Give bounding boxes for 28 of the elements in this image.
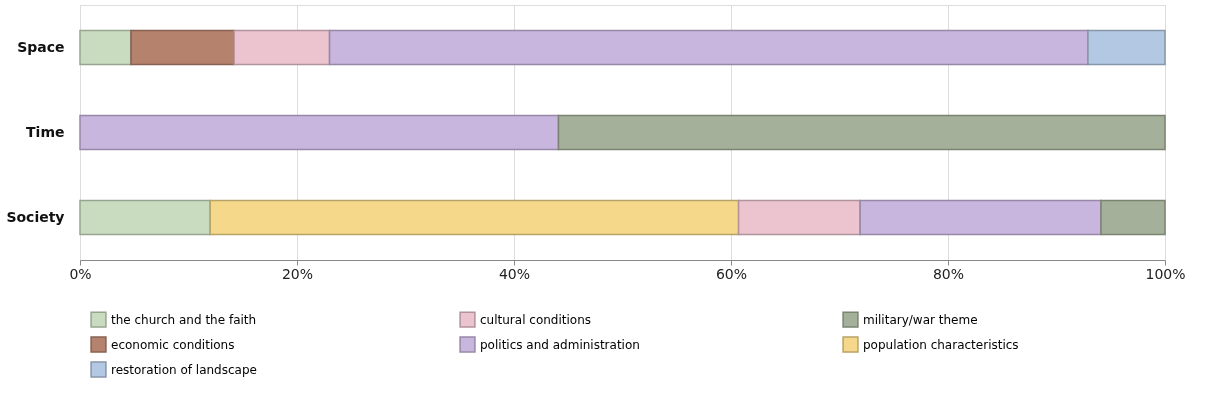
x-tick-label: 80% [932,265,965,282]
legend-label: military/war theme [863,312,978,327]
bar [859,199,1102,236]
bar [209,199,740,236]
bar [79,199,211,236]
bar [1100,199,1166,236]
bar [328,29,1089,66]
bar [130,29,235,66]
legend-label: politics and administration [480,337,640,352]
y-tick-label: Society [6,208,65,225]
legend-label: restoration of landscape [111,362,257,377]
legend-label: the church and the faith [111,312,257,327]
bar [79,29,132,66]
bar [737,199,861,236]
y-tick-label: Space [17,38,65,55]
legend-label: population characteristics [863,337,1019,352]
y-tick-label: Time [26,123,65,140]
legend-label: economic conditions [111,337,235,352]
x-tick-label: 0% [69,265,92,282]
x-tick-label: 40% [498,265,531,282]
bar [79,114,560,151]
bar [557,114,1166,151]
x-tick-label: 100% [1145,265,1186,282]
bar [1087,29,1166,66]
bar [233,29,331,66]
x-tick-label: 20% [281,265,314,282]
x-tick-label: 60% [715,265,748,282]
legend-label: cultural conditions [480,312,592,327]
